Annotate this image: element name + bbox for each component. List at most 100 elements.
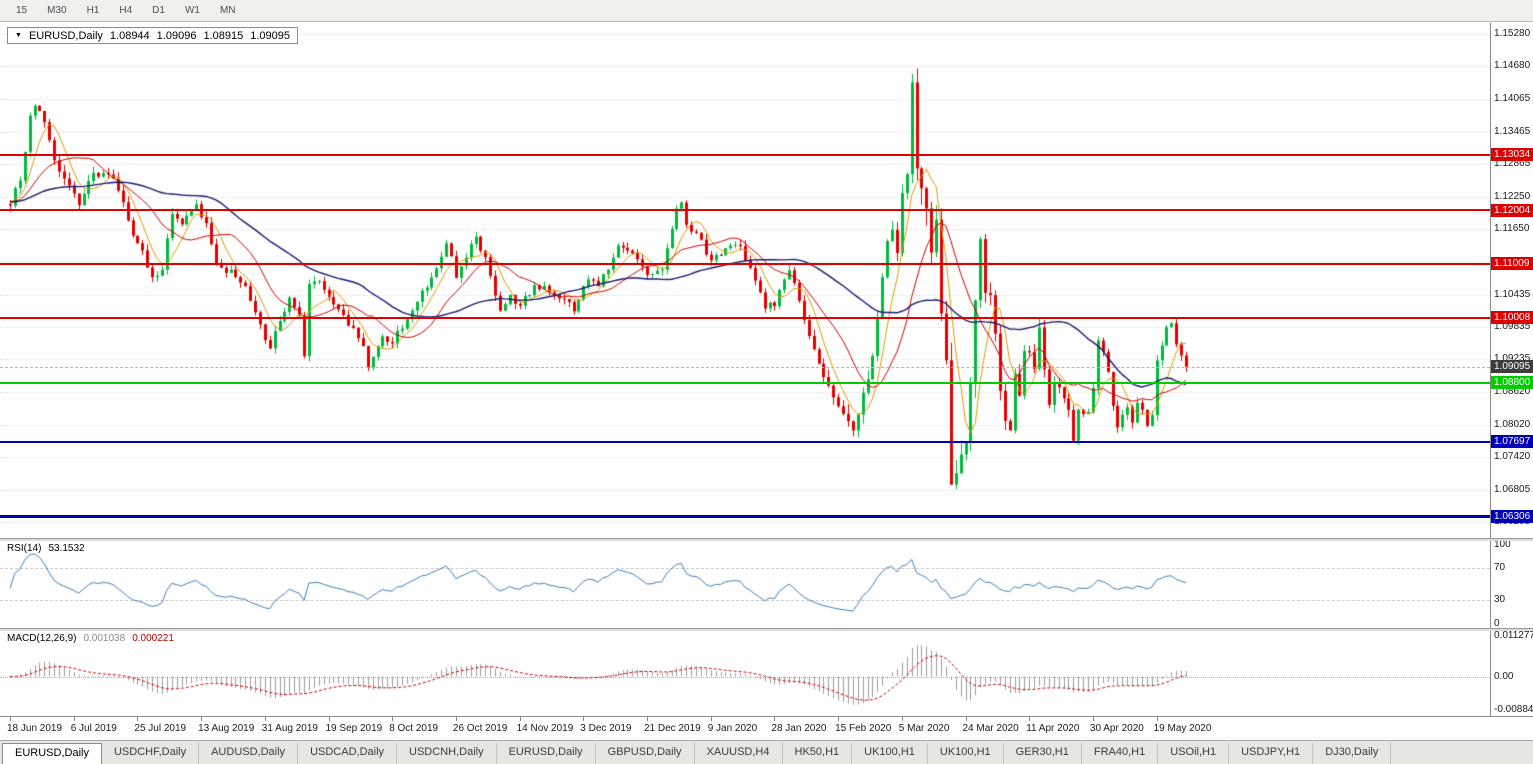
current-price-label: 1.09095 — [1491, 360, 1533, 374]
main-chart-panel: ▼ EURUSD,Daily 1.08944 1.09096 1.08915 1… — [0, 23, 1533, 538]
price-level-label: 1.10008 — [1491, 311, 1533, 325]
macd-title: MACD(12,26,9) — [7, 633, 77, 644]
candlestick-chart-canvas[interactable] — [0, 23, 1490, 538]
date-axis-tick — [774, 717, 776, 721]
date-axis-tick — [901, 717, 903, 721]
support-resistance-line[interactable] — [0, 316, 1490, 319]
price-axis[interactable]: 1.15280 1.14680 1.14065 1.13465 1.12865 1.122… — [1490, 23, 1533, 538]
symbol-tab-14-usdjpy[interactable]: USDJPY,H1 — [1229, 743, 1314, 764]
symbol-tab-12-fra40[interactable]: FRA40,H1 — [1082, 743, 1159, 764]
symbol-tab-8-hk50[interactable]: HK50,H1 — [783, 743, 853, 764]
date-axis-label: 26 Oct 2019 — [452, 723, 508, 734]
price-axis-tick: 1.14065 — [1494, 93, 1531, 105]
date-axis: 18 Jun 2019 6 Jul 2019 25 Jul 2019 13 Aug 2… — [0, 716, 1533, 741]
current-price-line — [0, 366, 1490, 368]
date-axis-label: 6 Jul 2019 — [70, 723, 117, 734]
symbol-tab-1-usdchf[interactable]: USDCHF,Daily — [102, 743, 200, 764]
timeframe-toolbar: 15 M30 H1 H4 D1 W1 MN — [0, 0, 1533, 22]
date-axis-label: 19 Sep 2019 — [325, 723, 383, 734]
symbol-tab-0-eurusd[interactable]: EURUSD,Daily — [2, 743, 102, 764]
price-axis-tick: 1.08020 — [1494, 418, 1531, 430]
symbol-tab-13-usoil[interactable]: USOil,H1 — [1158, 743, 1230, 764]
date-axis-tick — [1092, 717, 1094, 721]
date-axis-tick — [838, 717, 840, 721]
support-resistance-line[interactable] — [0, 262, 1490, 265]
date-axis-tick — [710, 717, 712, 721]
price-axis-tick: 1.10435 — [1494, 288, 1531, 300]
price-axis-tick: 1.13465 — [1494, 125, 1531, 137]
price-level-label: 1.06306 — [1491, 510, 1533, 524]
support-resistance-line[interactable] — [0, 381, 1490, 384]
price-axis-tick: 1.06805 — [1494, 483, 1531, 495]
date-axis-label: 18 Jun 2019 — [7, 723, 63, 734]
date-axis-label: 19 May 2020 — [1153, 723, 1212, 734]
date-axis-tick — [392, 717, 394, 721]
price-axis-tick: 1.12250 — [1494, 191, 1531, 202]
symbol-tab-6-gbpusd[interactable]: GBPUSD,Daily — [596, 743, 695, 764]
timeframe-button-15[interactable]: 15 — [16, 5, 28, 16]
rsi-axis-tick: 30 — [1494, 594, 1506, 605]
symbol-tab-5-eurusd[interactable]: EURUSD,Daily — [497, 743, 596, 764]
support-resistance-line[interactable] — [0, 209, 1490, 212]
horizontal-levels-layer — [0, 23, 1490, 538]
price-axis-tick: 1.08620 — [1494, 386, 1531, 398]
timeframe-button-m30[interactable]: M30 — [47, 5, 67, 16]
price-level-label: 1.12004 — [1491, 203, 1533, 217]
date-axis-tick — [583, 717, 585, 721]
ohlc-high-value: 1.09096 — [156, 29, 197, 42]
rsi-header: RSI(14) 53.1532 — [7, 543, 85, 554]
price-level-label: 1.11009 — [1491, 257, 1533, 271]
symbol-tab-7-xauusd[interactable]: XAUUSD,H4 — [695, 743, 783, 764]
support-resistance-line[interactable] — [0, 515, 1490, 519]
macd-axis-top-label: 0.011277 — [1494, 630, 1533, 641]
panel-splitter[interactable] — [0, 538, 1533, 541]
date-axis-label: 3 Dec 2019 — [580, 723, 632, 734]
macd-axis-zero-label: 0.00 — [1494, 671, 1514, 682]
price-level-label: 1.08800 — [1491, 376, 1533, 389]
macd-signal-value: 0.000221 — [132, 633, 174, 644]
rsi-indicator-panel: RSI(14) 53.1532 100 70 30 0 — [0, 539, 1533, 629]
symbol-tab-11-ger30[interactable]: GER30,H1 — [1004, 743, 1082, 764]
timeframe-button-h4[interactable]: H4 — [119, 5, 133, 16]
price-axis-tick: 1.09235 — [1494, 353, 1531, 365]
symbol-tab-4-usdcnh[interactable]: USDCNH,Daily — [397, 743, 497, 764]
chart-dropdown-icon[interactable]: ▼ — [15, 32, 22, 39]
timeframe-button-d1[interactable]: D1 — [152, 5, 165, 16]
symbol-tab-10-uk100[interactable]: UK100,H1 — [928, 743, 1004, 764]
date-axis-label: 28 Jan 2020 — [771, 723, 827, 734]
date-axis-tick — [137, 717, 139, 721]
symbol-tab-3-usdcad[interactable]: USDCAD,Daily — [298, 743, 398, 764]
timeframe-button-h1[interactable]: H1 — [86, 5, 100, 16]
date-axis-label: 31 Aug 2019 — [261, 723, 318, 734]
date-axis-tick — [519, 717, 521, 721]
rsi-axis-tick: 100 — [1494, 539, 1511, 550]
timeframe-button-w1[interactable]: W1 — [184, 5, 200, 16]
symbol-tab-2-audusd[interactable]: AUDUSD,Daily — [199, 743, 299, 764]
ohlc-low-value: 1.08915 — [203, 29, 244, 42]
date-axis-label: 8 Oct 2019 — [389, 723, 439, 734]
price-axis-tick: 1.11650 — [1494, 223, 1530, 235]
price-axis-tick: 1.15280 — [1494, 28, 1531, 39]
support-resistance-line[interactable] — [0, 153, 1490, 156]
date-axis-label: 25 Jul 2019 — [134, 723, 187, 734]
panel-splitter[interactable] — [0, 628, 1533, 631]
date-axis-label: 15 Feb 2020 — [835, 723, 892, 734]
date-axis-tick — [965, 717, 967, 721]
date-axis-tick — [73, 717, 75, 721]
price-axis-tick: 1.07420 — [1494, 450, 1531, 462]
support-resistance-line[interactable] — [0, 440, 1490, 443]
symbol-tab-9-uk100[interactable]: UK100,H1 — [852, 743, 928, 764]
symbol-tab-15-dj30[interactable]: DJ30,Daily — [1313, 743, 1392, 764]
macd-axis: 0.011277 0.00 -0.008845 — [1490, 630, 1533, 716]
date-axis-label: 24 Mar 2020 — [962, 723, 1019, 734]
rsi-axis-tick: 0 — [1494, 618, 1500, 629]
timeframe-button-mn[interactable]: MN — [219, 5, 236, 16]
price-level-label: 1.13034 — [1491, 148, 1533, 162]
date-axis-tick — [201, 717, 203, 721]
rsi-axis-tick: 70 — [1494, 562, 1506, 573]
ohlc-open-value: 1.08944 — [109, 29, 150, 42]
date-axis-label: 5 Mar 2020 — [898, 723, 950, 734]
date-axis-tick — [264, 717, 266, 721]
date-axis-tick — [328, 717, 330, 721]
